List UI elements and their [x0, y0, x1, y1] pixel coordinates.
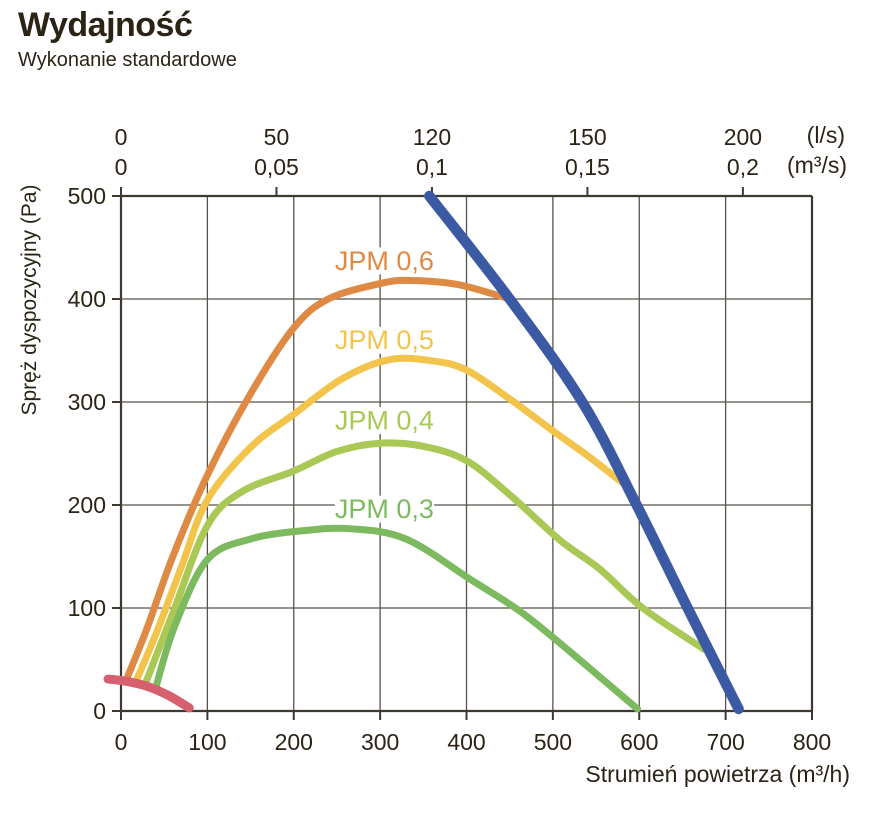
- y-tick-label: 100: [68, 595, 106, 621]
- curve-label-jpm-0-6: JPM 0,6: [335, 246, 434, 276]
- y-tick-label: 0: [93, 698, 106, 724]
- top-tick-label-ls: 150: [568, 124, 606, 150]
- curve-label-mask-jpm-0-3: [334, 495, 435, 523]
- curve-label-mask-jpm-0-6: [334, 247, 435, 275]
- curve-min-curve: [103, 674, 194, 713]
- y-axis-title: Spręż dyspozycyjny (Pa): [18, 184, 41, 416]
- curve-label-jpm-0-5: JPM 0,5: [335, 325, 434, 355]
- y-tick-label: 200: [68, 492, 106, 518]
- curve-label-jpm-0-3: JPM 0,3: [335, 494, 434, 524]
- curve-limit-curve: [424, 190, 744, 715]
- x-axis-title: Strumień powietrza (m³/h): [585, 761, 850, 787]
- page-title: Wydajność: [18, 6, 193, 44]
- top-tick-label-ls: 120: [413, 124, 451, 150]
- x-tick-label: 200: [275, 729, 313, 755]
- curve-jpm-0-3: [152, 524, 642, 713]
- top-tick-label-ls: 0: [115, 124, 128, 150]
- y-tick-label: 300: [68, 389, 106, 415]
- top-tick-label-m3s: 0,05: [254, 154, 299, 180]
- top-tick-label-ls: 200: [724, 124, 762, 150]
- x-tick-label: 700: [706, 729, 744, 755]
- curve-jpm-0-4: [141, 439, 708, 688]
- top-tick-label-ls: 50: [264, 124, 290, 150]
- top-axis-unit-m3s: (m³/s): [786, 152, 847, 178]
- curve-label-jpm-0-4: JPM 0,4: [335, 406, 434, 436]
- y-tick-label: 400: [68, 286, 106, 312]
- top-tick-label-m3s: 0,2: [727, 154, 759, 180]
- top-tick-label-m3s: 0,15: [565, 154, 610, 180]
- top-tick-label-m3s: 0,1: [416, 154, 448, 180]
- curve-label-mask-jpm-0-4: [334, 407, 435, 435]
- curve-label-mask-jpm-0-5: [334, 326, 435, 354]
- curve-jpm-0-6: [124, 276, 514, 680]
- y-tick-label: 500: [68, 183, 106, 209]
- curve-jpm-0-5: [133, 354, 626, 684]
- x-tick-label: 400: [447, 729, 485, 755]
- top-axis-unit-ls: (l/s): [806, 122, 845, 148]
- x-tick-label: 800: [793, 729, 831, 755]
- top-tick-label-m3s: 0: [115, 154, 128, 180]
- x-tick-label: 500: [534, 729, 572, 755]
- page-subtitle: Wykonanie standardowe: [18, 49, 237, 71]
- x-tick-label: 100: [188, 729, 226, 755]
- x-tick-label: 0: [115, 729, 128, 755]
- x-tick-label: 600: [620, 729, 658, 755]
- x-tick-label: 300: [361, 729, 399, 755]
